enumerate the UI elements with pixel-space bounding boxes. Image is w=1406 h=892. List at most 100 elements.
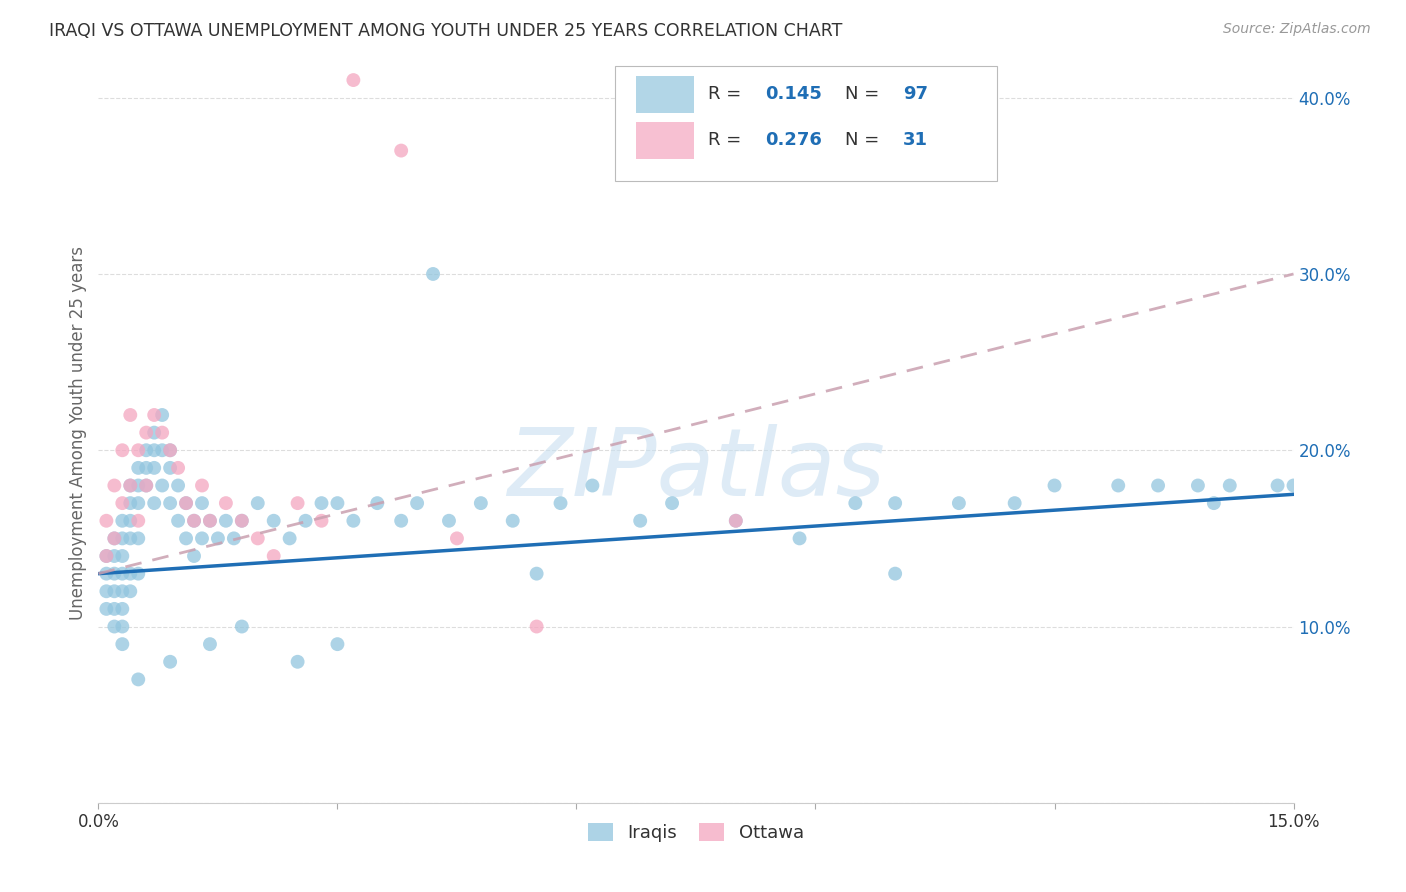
Point — [120, 408, 142, 422]
Point — [103, 584, 125, 599]
Point — [120, 584, 142, 599]
Point — [159, 461, 181, 475]
Point — [96, 549, 118, 563]
Point — [1147, 478, 1170, 492]
Point — [342, 514, 364, 528]
FancyBboxPatch shape — [637, 76, 693, 112]
Point — [143, 461, 166, 475]
Point — [127, 443, 149, 458]
Point — [191, 496, 214, 510]
Text: 0.145: 0.145 — [765, 86, 823, 103]
Point — [127, 673, 149, 687]
Point — [159, 443, 181, 458]
Point — [789, 532, 811, 546]
Point — [167, 514, 190, 528]
Point — [135, 425, 157, 440]
Point — [183, 514, 205, 528]
Point — [326, 496, 349, 510]
Point — [231, 514, 253, 528]
Point — [191, 478, 214, 492]
Point — [127, 496, 149, 510]
Point — [111, 637, 134, 651]
Point — [96, 602, 118, 616]
Point — [127, 532, 149, 546]
Point — [127, 514, 149, 528]
Point — [103, 532, 125, 546]
Point — [884, 496, 907, 510]
Point — [143, 425, 166, 440]
Point — [470, 496, 492, 510]
Text: 31: 31 — [903, 131, 928, 149]
Point — [111, 619, 134, 633]
Point — [198, 514, 221, 528]
Point — [127, 478, 149, 492]
Point — [183, 549, 205, 563]
Point — [111, 566, 134, 581]
Point — [159, 496, 181, 510]
Point — [96, 584, 118, 599]
Point — [103, 566, 125, 581]
Text: 0.276: 0.276 — [765, 131, 823, 149]
Point — [231, 619, 253, 633]
Point — [884, 566, 907, 581]
Point — [159, 443, 181, 458]
Text: 97: 97 — [903, 86, 928, 103]
Point — [231, 514, 253, 528]
Point — [724, 514, 747, 528]
Point — [174, 496, 197, 510]
Point — [127, 461, 149, 475]
Point — [1202, 496, 1225, 510]
Point — [326, 637, 349, 651]
Point — [246, 496, 269, 510]
Point — [1267, 478, 1289, 492]
Point — [1004, 496, 1026, 510]
Point — [143, 496, 166, 510]
Point — [143, 408, 166, 422]
Point — [111, 443, 134, 458]
Legend: Iraqis, Ottawa: Iraqis, Ottawa — [581, 816, 811, 849]
Point — [150, 425, 173, 440]
Text: ZIPatlas: ZIPatlas — [508, 424, 884, 516]
Point — [111, 602, 134, 616]
Point — [263, 549, 285, 563]
Point — [294, 514, 316, 528]
Point — [1043, 478, 1066, 492]
Text: IRAQI VS OTTAWA UNEMPLOYMENT AMONG YOUTH UNDER 25 YEARS CORRELATION CHART: IRAQI VS OTTAWA UNEMPLOYMENT AMONG YOUTH… — [49, 22, 842, 40]
Point — [150, 478, 173, 492]
Point — [215, 514, 238, 528]
Point — [1322, 478, 1344, 492]
Point — [96, 514, 118, 528]
Point — [103, 478, 125, 492]
Point — [406, 496, 429, 510]
Point — [1107, 478, 1129, 492]
Text: Source: ZipAtlas.com: Source: ZipAtlas.com — [1223, 22, 1371, 37]
Point — [342, 73, 364, 87]
Text: N =: N = — [845, 131, 886, 149]
Point — [111, 496, 134, 510]
Point — [191, 532, 214, 546]
Point — [311, 496, 333, 510]
Point — [628, 514, 651, 528]
Point — [111, 549, 134, 563]
Point — [174, 496, 197, 510]
Point — [207, 532, 229, 546]
FancyBboxPatch shape — [637, 121, 693, 159]
Point — [111, 514, 134, 528]
Point — [103, 602, 125, 616]
FancyBboxPatch shape — [614, 66, 997, 181]
Point — [96, 549, 118, 563]
Point — [287, 655, 309, 669]
Point — [1187, 478, 1209, 492]
Point — [581, 478, 603, 492]
Point — [135, 461, 157, 475]
Point — [150, 408, 173, 422]
Point — [183, 514, 205, 528]
Point — [502, 514, 524, 528]
Point — [159, 655, 181, 669]
Point — [215, 496, 238, 510]
Point — [1282, 478, 1305, 492]
Point — [198, 514, 221, 528]
Point — [1219, 478, 1241, 492]
Point — [1298, 478, 1320, 492]
Point — [135, 478, 157, 492]
